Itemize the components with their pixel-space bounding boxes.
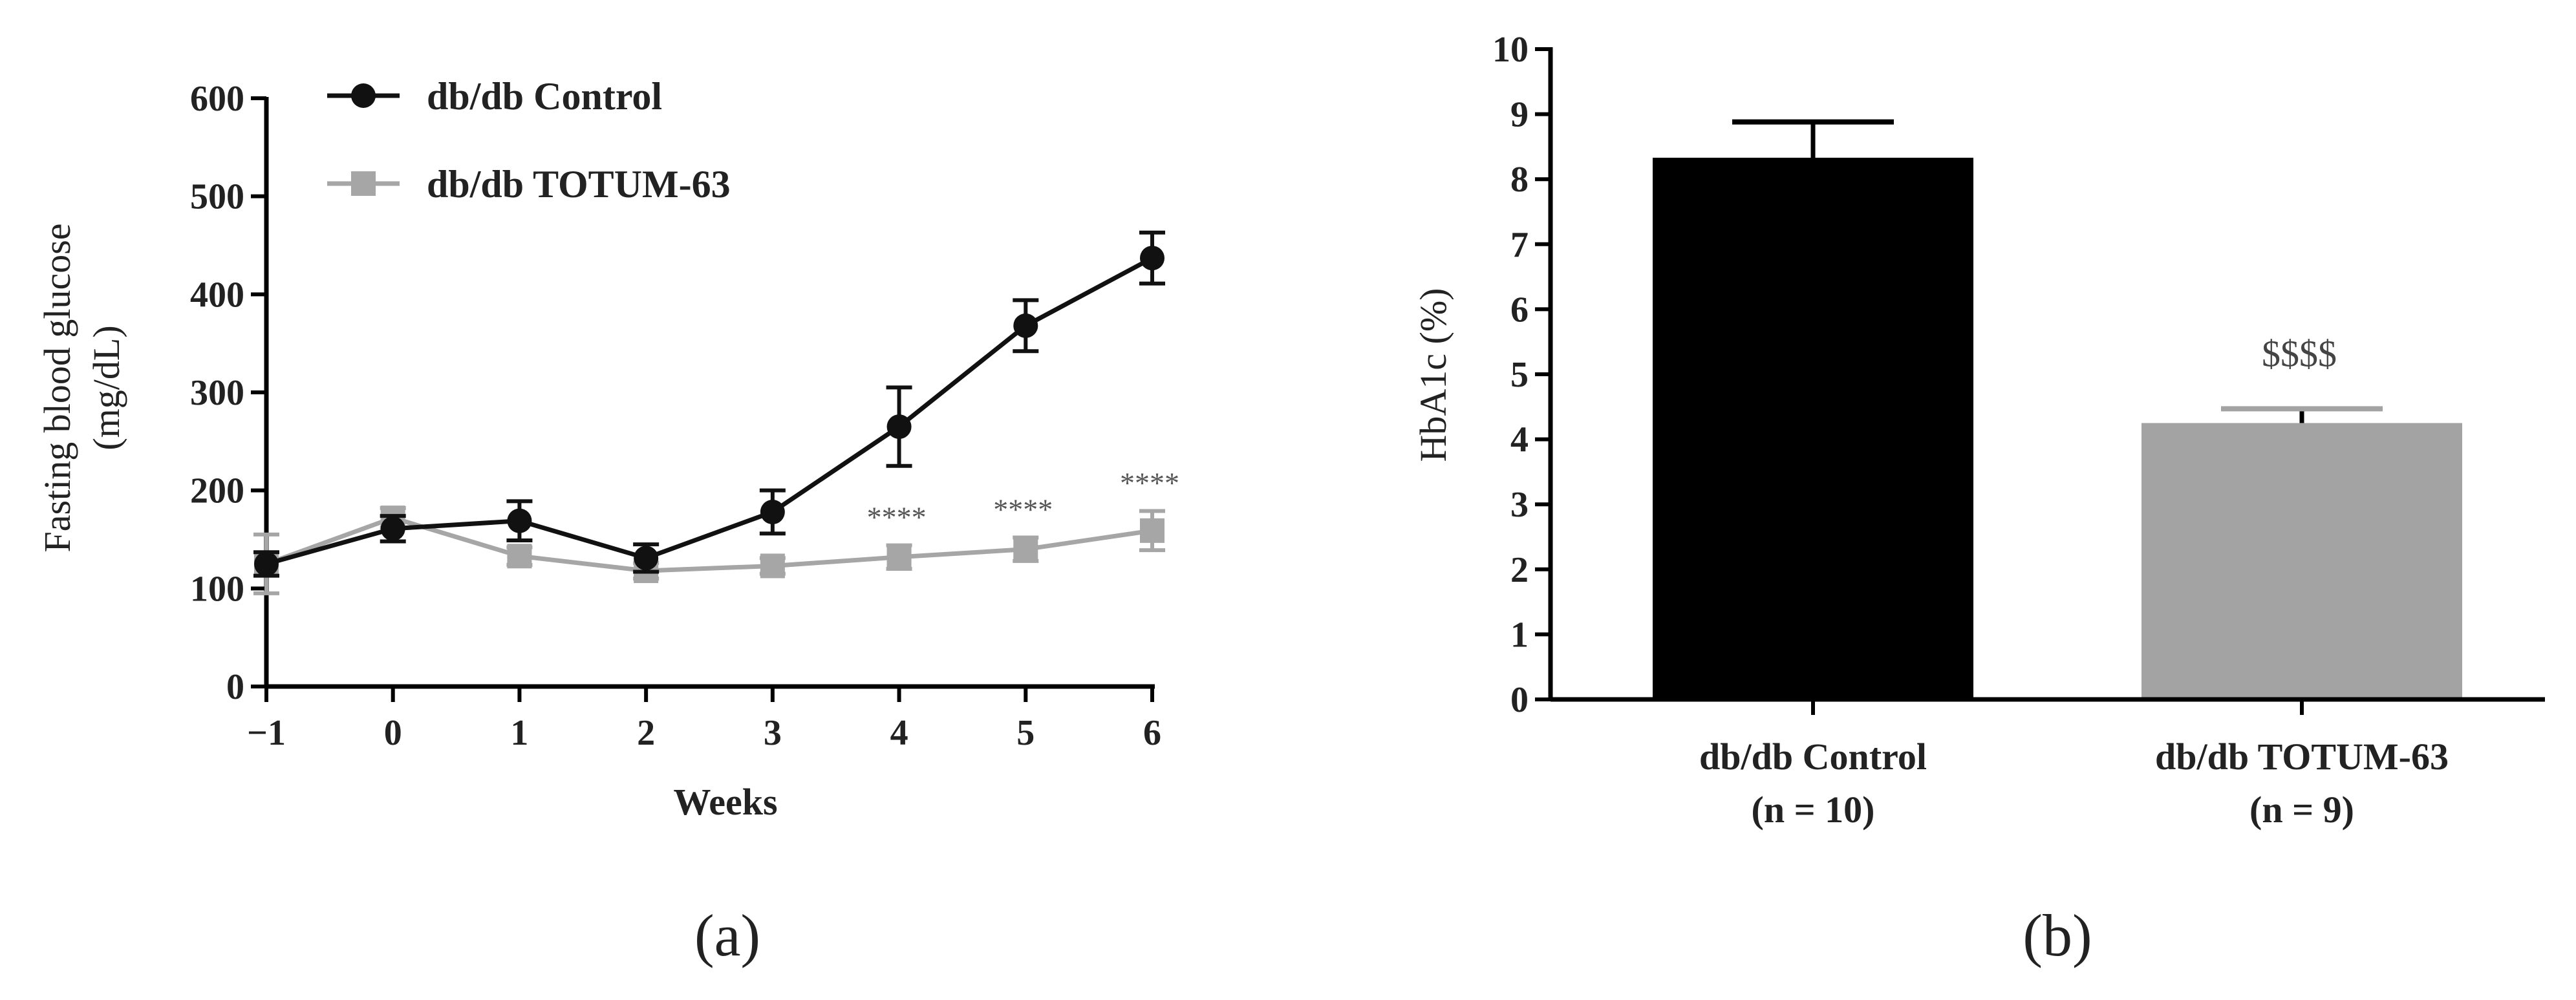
- x-tick-label: 0: [384, 713, 402, 753]
- data-point: [886, 414, 912, 440]
- legend-marker: [351, 83, 376, 108]
- data-point: [1013, 537, 1038, 562]
- series-line: [265, 515, 1153, 573]
- y-tick-label: 10: [1492, 30, 1529, 70]
- x-tick-label: 2: [637, 713, 655, 753]
- significance-marker: ****: [1120, 467, 1179, 500]
- data-point: [1140, 246, 1165, 271]
- x-tick-label: 5: [1016, 713, 1035, 753]
- data-point: [886, 544, 912, 569]
- data-point: [507, 544, 532, 569]
- bar: [1653, 158, 1973, 699]
- bar: [2141, 423, 2462, 699]
- x-tick-label: 1: [510, 713, 528, 753]
- y-tick-label: 0: [1510, 680, 1529, 720]
- series-line: [266, 256, 1154, 566]
- y-tick-label: 3: [1510, 485, 1529, 525]
- data-point: [254, 551, 279, 577]
- panel-label-b: (b): [2023, 902, 2092, 968]
- y-axis-title-line2: (mg/dL): [85, 325, 127, 450]
- y-tick-label: 4: [1510, 420, 1529, 460]
- data-point: [507, 508, 532, 533]
- panel-b-bar-chart: 0 1 2 3 4 5 6 7 8 9 10 db/db Control (n = 10) db/db T…: [1412, 30, 2545, 968]
- y-tick-label: 5: [1510, 355, 1529, 395]
- x-tick-label: 4: [890, 713, 908, 753]
- legend-label: db/db TOTUM-63: [427, 163, 731, 206]
- panel-label-a: (a): [694, 902, 760, 968]
- y-tick-label: 400: [190, 275, 244, 315]
- data-point: [760, 500, 785, 525]
- data-point: [634, 546, 659, 571]
- y-tick-label: 8: [1510, 160, 1529, 200]
- y-tick-label: 1: [1510, 615, 1529, 655]
- x-axis-title: Weeks: [673, 781, 777, 823]
- significance-marker: ****: [993, 493, 1053, 526]
- x-tick-label: −1: [247, 713, 286, 753]
- y-tick-label: 6: [1510, 290, 1529, 330]
- y-tick-label: 500: [190, 177, 244, 217]
- data-point: [1013, 313, 1038, 338]
- y-tick-label: 600: [190, 79, 244, 119]
- category-label: db/db TOTUM-63: [2155, 736, 2449, 778]
- category-sample-size: (n = 10): [1752, 789, 1875, 831]
- data-point: [380, 516, 405, 541]
- legend-label: db/db Control: [427, 75, 662, 118]
- significance-marker: ****: [867, 501, 927, 534]
- significance-marker: $$$$: [2262, 332, 2337, 374]
- y-tick-label: 300: [190, 373, 244, 413]
- y-tick-label: 100: [190, 569, 244, 609]
- data-point: [1140, 518, 1165, 543]
- y-axis-title-line1: Fasting blood glucose: [36, 223, 78, 552]
- x-tick-label: 6: [1143, 713, 1161, 753]
- y-tick-label: 2: [1510, 550, 1529, 590]
- y-tick-label: 200: [190, 471, 244, 511]
- y-axis-title: HbA1c (%): [1412, 288, 1454, 462]
- y-tick-label: 0: [226, 667, 244, 707]
- legend-marker: [351, 171, 376, 196]
- y-tick-label: 7: [1510, 225, 1529, 265]
- category-label: db/db Control: [1699, 736, 1927, 778]
- data-point: [760, 553, 785, 579]
- category-sample-size: (n = 9): [2249, 789, 2354, 831]
- y-tick-label: 9: [1510, 95, 1529, 135]
- x-tick-label: 3: [764, 713, 782, 753]
